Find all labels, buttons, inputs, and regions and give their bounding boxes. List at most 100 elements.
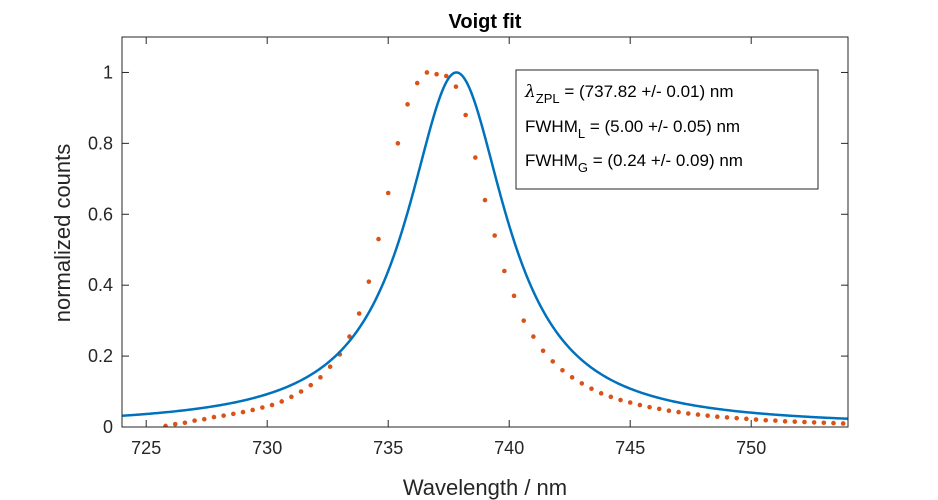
- data-point: [414, 80, 420, 86]
- data-point: [298, 389, 304, 394]
- data-point: [744, 416, 749, 422]
- data-point: [211, 414, 217, 420]
- data-point: [753, 417, 759, 422]
- data-point: [763, 417, 769, 423]
- axes-box: [121, 36, 849, 428]
- y-tick-label: 0.2: [88, 346, 113, 366]
- data-point: [521, 318, 527, 323]
- fwhm-g-subscript: G: [578, 160, 588, 175]
- data-point: [473, 155, 478, 160]
- data-point: [531, 334, 536, 339]
- data-point: [192, 418, 197, 423]
- data-point: [840, 421, 846, 426]
- data-point: [269, 402, 275, 408]
- data-point: [463, 112, 468, 118]
- data-point: [560, 367, 565, 373]
- fwhm-g-value: = (0.24 +/- 0.09) nm: [588, 151, 743, 170]
- data-point: [724, 415, 730, 420]
- y-tick-label: 0.6: [88, 204, 113, 224]
- fit-line: [122, 71, 848, 420]
- data-point: [405, 102, 410, 107]
- data-point: [289, 394, 294, 400]
- data-point: [424, 70, 430, 75]
- data-point: [656, 406, 662, 412]
- data-point: [250, 407, 255, 413]
- zpl-value: = (737.82 +/- 0.01) nm: [560, 82, 734, 101]
- annotation-border: [515, 69, 819, 190]
- data-point: [705, 413, 710, 418]
- data-point: [260, 405, 265, 410]
- data-point: [172, 421, 178, 427]
- y-tick-label: 1: [103, 62, 113, 82]
- fwhm-l-label: FWHM: [525, 117, 578, 136]
- data-layer: [122, 70, 848, 427]
- x-tick-label: 745: [615, 438, 645, 458]
- data-point: [482, 197, 488, 203]
- data-point: [434, 71, 439, 77]
- data-point: [647, 404, 652, 410]
- annotation-line-fwhm-g: FWHMG = (0.24 +/- 0.09) nm: [525, 151, 743, 175]
- data-point: [734, 415, 739, 421]
- y-tick-label: 0: [103, 417, 113, 437]
- zpl-subscript: ZPL: [536, 91, 560, 106]
- data-point: [366, 279, 372, 284]
- data-point: [627, 400, 633, 405]
- data-point: [569, 375, 575, 380]
- y-tick-label: 0.4: [88, 275, 113, 295]
- data-point: [540, 348, 546, 354]
- data-point: [598, 391, 604, 396]
- data-point: [695, 412, 701, 417]
- data-point: [395, 141, 401, 146]
- data-point: [443, 73, 449, 79]
- axes-layer: 725 730 735 740 745 750 0 0.2 0.4 0.6 0.8 1: [88, 36, 849, 458]
- data-point: [773, 418, 778, 423]
- data-point: [385, 190, 391, 196]
- x-tick-label: 730: [252, 438, 282, 458]
- chart-title: Voigt fit: [449, 11, 522, 33]
- data-point: [240, 409, 246, 415]
- data-point: [608, 394, 614, 400]
- data-point: [231, 411, 236, 417]
- fwhm-g-label: FWHM: [525, 151, 578, 170]
- data-point: [182, 420, 188, 426]
- data-point: [618, 397, 623, 403]
- y-axis-label: normalized counts: [50, 144, 75, 323]
- data-point: [782, 419, 788, 424]
- data-point: [308, 382, 314, 388]
- data-point: [831, 420, 836, 426]
- data-point: [637, 402, 643, 408]
- lambda-symbol: λ: [524, 82, 536, 102]
- annotation-line-fwhm-l: FWHML = (5.00 +/- 0.05) nm: [525, 117, 740, 141]
- fwhm-l-value: = (5.00 +/- 0.05) nm: [585, 117, 740, 136]
- x-tick-label: 735: [373, 438, 403, 458]
- data-point: [279, 399, 285, 404]
- fit-results-annotation: λZPL = (737.82 +/- 0.01) nm FWHML = (5.0…: [515, 69, 819, 190]
- x-tick-label: 750: [736, 438, 766, 458]
- y-tick-label: 0.8: [88, 133, 113, 153]
- data-point: [221, 413, 226, 418]
- data-point: [511, 293, 517, 299]
- data-point: [821, 420, 827, 426]
- data-point: [579, 381, 585, 386]
- x-axis-label: Wavelength / nm: [403, 475, 567, 500]
- data-point: [550, 359, 556, 364]
- data-point: [811, 420, 817, 425]
- data-point: [676, 409, 681, 415]
- data-point: [453, 84, 459, 89]
- data-point: [666, 408, 672, 413]
- annotation-line-zpl: λZPL = (737.82 +/- 0.01) nm: [524, 82, 734, 106]
- x-tick-label: 740: [494, 438, 524, 458]
- data-point: [715, 414, 720, 420]
- data-point: [201, 416, 207, 422]
- data-point: [376, 236, 381, 242]
- data-point: [502, 268, 507, 274]
- data-point: [589, 386, 594, 392]
- data-point: [802, 419, 807, 425]
- data-point: [327, 364, 333, 370]
- x-tick-label: 725: [131, 438, 161, 458]
- data-point: [685, 411, 691, 416]
- data-point: [492, 233, 497, 238]
- data-point: [163, 423, 168, 427]
